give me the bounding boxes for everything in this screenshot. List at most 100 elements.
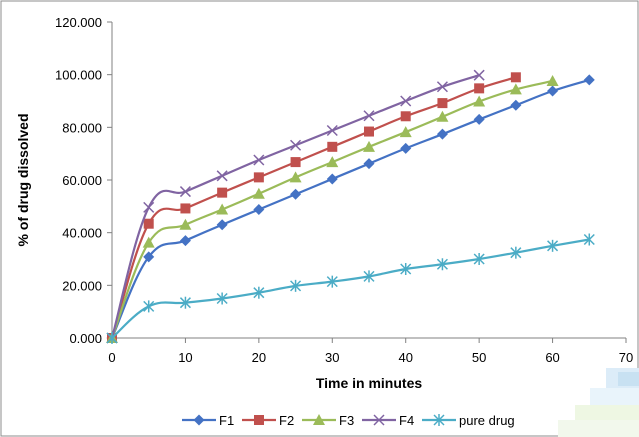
data-point-f1 [326, 173, 338, 185]
data-point-f4 [253, 154, 265, 166]
axes [107, 21, 627, 343]
data-point-pure-drug [436, 258, 448, 271]
data-point-f2 [437, 98, 448, 109]
data-point-f4 [216, 170, 228, 182]
x-tick-label: 10 [178, 350, 192, 365]
tick-labels: 0.000 20.000 40.000 60.000 80.000 100.000 120.… [55, 15, 633, 365]
data-point-f4 [436, 81, 448, 93]
data-point-f1 [583, 74, 595, 86]
legend-item-f1: F1 [182, 413, 234, 428]
data-point-f1 [179, 235, 191, 247]
y-tick-label: 120.000 [55, 15, 102, 30]
y-tick-label: 80.000 [62, 120, 102, 135]
data-point-f1 [547, 85, 559, 97]
legend-label-f3: F3 [339, 413, 354, 428]
data-point-f4 [326, 124, 338, 137]
legend: F1 F2 F3 F4 pure drug [182, 413, 515, 428]
data-point-f1 [473, 113, 485, 125]
legend-label-f4: F4 [399, 413, 414, 428]
data-point-f2 [327, 141, 338, 152]
legend-item-pure-drug: pure drug [422, 413, 515, 428]
data-point-f1 [510, 99, 522, 111]
legend-marker-f3 [313, 414, 325, 425]
data-point-f4 [179, 186, 191, 198]
data-point-f1 [253, 203, 265, 215]
legend-label-f1: F1 [219, 413, 234, 428]
data-point-pure-drug [179, 296, 191, 309]
series-line-f4 [110, 74, 480, 339]
data-point-f3 [289, 171, 302, 183]
y-tick-label: 60.000 [62, 173, 102, 188]
x-tick-label: 60 [545, 350, 559, 365]
data-point-f1 [400, 142, 412, 154]
legend-item-f3: F3 [302, 413, 354, 428]
data-point-f2 [253, 172, 264, 183]
legend-marker-f1 [193, 414, 205, 426]
data-point-f3 [252, 187, 265, 199]
data-point-pure-drug [400, 263, 412, 276]
data-point-f2 [217, 187, 228, 198]
corner-decoration [558, 368, 639, 437]
data-point-f4 [290, 139, 302, 151]
legend-label-pure-drug: pure drug [459, 413, 515, 428]
data-point-pure-drug [473, 253, 485, 265]
data-point-pure-drug [143, 300, 155, 313]
x-tick-label: 40 [398, 350, 412, 365]
series-f1 [106, 74, 595, 344]
data-point-f4 [473, 69, 485, 81]
y-tick-label: 0.000 [69, 331, 102, 346]
legend-item-f2: F2 [242, 413, 294, 428]
data-point-f4 [143, 201, 155, 213]
legend-label-f2: F2 [279, 413, 294, 428]
series-line-pure-drug [111, 238, 590, 339]
x-tick-label: 20 [252, 350, 266, 365]
data-point-f2 [143, 218, 154, 229]
data-point-f3 [473, 95, 486, 107]
data-point-f3 [142, 236, 155, 248]
data-point-f2 [474, 83, 485, 94]
data-point-f4 [400, 95, 412, 107]
series-layer [106, 69, 595, 344]
series-pure-drug [106, 233, 595, 344]
legend-marker-f4 [373, 414, 385, 426]
data-point-pure-drug [510, 246, 522, 259]
data-point-pure-drug [253, 286, 265, 299]
data-point-f2 [510, 72, 521, 83]
data-point-f3 [363, 140, 375, 152]
data-point-pure-drug [106, 332, 118, 344]
data-point-f1 [290, 188, 302, 200]
data-point-pure-drug [363, 270, 375, 283]
data-point-f2 [364, 126, 374, 137]
data-point-f2 [180, 203, 191, 214]
data-point-f3 [326, 156, 339, 168]
data-point-f3 [216, 203, 229, 215]
data-point-f3 [509, 83, 522, 95]
data-point-f2 [290, 157, 301, 168]
y-tick-label: 40.000 [62, 226, 102, 241]
x-axis-title: Time in minutes [316, 375, 423, 391]
data-point-f2 [400, 111, 411, 122]
data-point-pure-drug [583, 233, 595, 246]
data-point-f3 [436, 110, 449, 122]
y-axis-title: % of drug dissolved [15, 113, 31, 246]
data-point-f3 [546, 74, 559, 86]
x-tick-label: 50 [472, 350, 486, 365]
data-point-f4 [363, 110, 375, 122]
data-point-f1 [363, 158, 375, 170]
x-tick-label: 70 [619, 350, 633, 365]
data-point-f1 [143, 251, 155, 263]
data-point-pure-drug [216, 292, 228, 305]
data-point-f1 [436, 128, 448, 140]
y-tick-label: 100.000 [55, 68, 102, 83]
data-point-f3 [179, 218, 192, 230]
data-point-pure-drug [326, 275, 338, 288]
x-tick-label: 0 [108, 350, 115, 365]
legend-marker-f2 [254, 415, 264, 425]
legend-marker-pure-drug [433, 414, 445, 426]
data-point-f1 [216, 219, 228, 231]
x-tick-label: 30 [325, 350, 339, 365]
legend-item-f4: F4 [362, 413, 414, 428]
data-point-pure-drug [547, 239, 559, 252]
data-point-pure-drug [290, 279, 302, 292]
